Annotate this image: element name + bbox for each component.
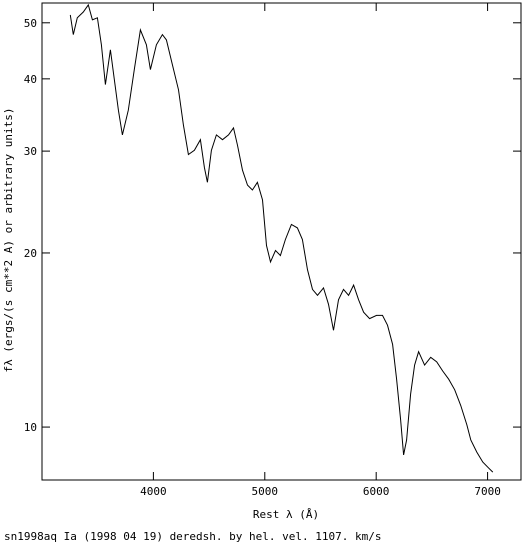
x-tick-label: 6000 (363, 485, 390, 498)
x-axis-label: Rest λ (Å) (253, 508, 319, 521)
y-tick-label: 20 (24, 247, 37, 260)
x-tick-label: 4000 (140, 485, 167, 498)
y-tick-label: 40 (24, 73, 37, 86)
y-tick-label: 30 (24, 145, 37, 158)
y-axis-label: fλ (ergs/(s cm**2 A) or arbitrary units) (2, 108, 15, 373)
y-tick-label: 50 (24, 17, 37, 30)
spectrum-line (69, 3, 494, 473)
plot-frame (41, 2, 522, 481)
chart-title: sn1998aq Ia (1998 04 19) deredsh. by hel… (4, 530, 382, 543)
y-tick-label: 10 (24, 421, 37, 434)
x-tick-label: 5000 (252, 485, 279, 498)
x-tick-label: 7000 (474, 485, 501, 498)
